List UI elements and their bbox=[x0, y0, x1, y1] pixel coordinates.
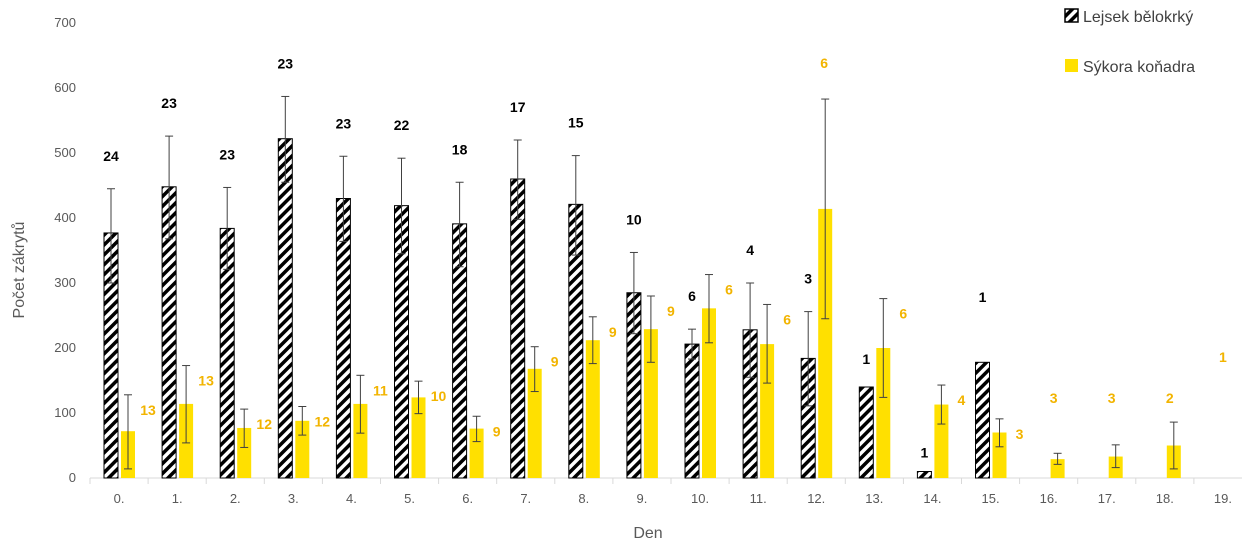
legend-swatch-sykora bbox=[1065, 59, 1078, 72]
x-tick-label: 4. bbox=[346, 491, 357, 506]
y-tick-label: 300 bbox=[54, 275, 76, 290]
data-label: 6 bbox=[783, 311, 791, 327]
bar-sykora bbox=[876, 348, 891, 478]
bar-sykora bbox=[992, 432, 1007, 478]
data-label: 9 bbox=[609, 324, 617, 340]
data-label: 6 bbox=[725, 282, 733, 298]
y-tick-label: 600 bbox=[54, 80, 76, 95]
data-label: 12 bbox=[315, 414, 331, 430]
y-tick-label: 100 bbox=[54, 405, 76, 420]
bar-lejsek bbox=[510, 178, 526, 479]
data-label: 11 bbox=[373, 382, 388, 398]
data-label: 12 bbox=[256, 416, 272, 432]
x-tick-label: 10. bbox=[691, 491, 709, 506]
y-tick-label: 0 bbox=[69, 470, 76, 485]
y-axis-title: Počet zákrytů bbox=[10, 222, 28, 319]
bar-lejsek bbox=[684, 343, 700, 479]
bar-sykora bbox=[353, 403, 368, 478]
x-tick-label: 7. bbox=[520, 491, 531, 506]
bar-sykora bbox=[469, 428, 484, 478]
data-label: 1 bbox=[979, 289, 987, 305]
bar-lejsek bbox=[277, 138, 293, 479]
data-label: 4 bbox=[958, 392, 966, 408]
data-label: 3 bbox=[1108, 390, 1116, 406]
x-tick-label: 9. bbox=[637, 491, 648, 506]
x-tick-label: 18. bbox=[1156, 491, 1174, 506]
bar-sykora bbox=[411, 397, 426, 478]
bar-sykora bbox=[934, 404, 949, 478]
x-tick-label: 17. bbox=[1098, 491, 1116, 506]
error-bars-group bbox=[107, 95, 1178, 470]
data-label: 23 bbox=[278, 55, 294, 71]
bar-sykora bbox=[818, 208, 833, 478]
x-tick-label: 11. bbox=[750, 491, 767, 506]
x-tick-label: 14. bbox=[923, 491, 941, 506]
bar-sykora bbox=[585, 340, 600, 478]
data-label: 23 bbox=[219, 146, 235, 162]
bar-sykora bbox=[702, 308, 716, 478]
bars-group bbox=[103, 138, 1181, 479]
x-tick-label: 13. bbox=[865, 491, 883, 506]
x-tick-label: 12. bbox=[807, 491, 825, 506]
data-label: 10 bbox=[431, 388, 447, 404]
data-label: 17 bbox=[510, 99, 526, 115]
bar-lejsek bbox=[858, 386, 874, 479]
x-tick-label: 19. bbox=[1214, 491, 1232, 506]
x-tick-label: 3. bbox=[288, 491, 299, 506]
data-label: 6 bbox=[688, 288, 696, 304]
bar-sykora bbox=[527, 368, 542, 478]
data-label: 3 bbox=[804, 271, 812, 287]
legend-swatch-lejsek bbox=[1064, 8, 1079, 23]
x-tick-label: 8. bbox=[578, 491, 589, 506]
data-label: 3 bbox=[1050, 390, 1058, 406]
data-label: 13 bbox=[140, 402, 156, 418]
data-label: 1 bbox=[1219, 349, 1227, 365]
x-tick-label: 2. bbox=[230, 491, 241, 506]
data-label: 13 bbox=[198, 373, 214, 389]
data-label: 9 bbox=[493, 423, 501, 439]
data-label: 6 bbox=[899, 306, 907, 322]
legend-label-sykora: Sýkora koňadra bbox=[1083, 59, 1195, 76]
data-label: 3 bbox=[1016, 426, 1024, 442]
data-label: 15 bbox=[568, 115, 584, 131]
data-label: 6 bbox=[820, 55, 828, 71]
data-label: 2 bbox=[1166, 390, 1174, 406]
data-label: 9 bbox=[667, 303, 675, 319]
data-label: 24 bbox=[103, 148, 119, 164]
data-label: 9 bbox=[551, 354, 559, 370]
data-label: 23 bbox=[336, 115, 352, 131]
data-label: 23 bbox=[161, 95, 177, 111]
x-tick-label: 15. bbox=[982, 491, 1000, 506]
x-axis-ticks: 0. 1. 2. 3. 4. 5. 6. 7. 8. 9. 10. 11. 12. 13. 14. 15. 16… bbox=[89, 478, 1232, 506]
x-tick-label: 5. bbox=[404, 491, 415, 506]
y-tick-label: 500 bbox=[54, 145, 76, 160]
bar-sykora bbox=[760, 344, 775, 478]
data-label: 18 bbox=[452, 141, 468, 157]
bar-sykora bbox=[237, 427, 252, 478]
bar-sykora bbox=[643, 329, 658, 478]
data-label: 1 bbox=[921, 445, 929, 461]
x-tick-label: 16. bbox=[1040, 491, 1058, 506]
legend-label-lejsek: Lejsek bělokrký bbox=[1083, 9, 1193, 26]
y-tick-label: 700 bbox=[54, 15, 76, 30]
bar-lejsek bbox=[975, 361, 990, 479]
data-label: 22 bbox=[394, 117, 410, 133]
data-label: 10 bbox=[626, 211, 642, 227]
data-label: 4 bbox=[746, 242, 754, 258]
x-tick-label: 1. bbox=[172, 491, 183, 506]
bar-lejsek bbox=[916, 471, 932, 479]
x-tick-label: 0. bbox=[114, 491, 125, 506]
x-tick-label: 6. bbox=[462, 491, 473, 506]
y-tick-label: 200 bbox=[54, 340, 76, 355]
y-tick-label: 400 bbox=[54, 210, 76, 225]
y-axis-ticks: 0 100 200 300 400 500 600 700 bbox=[54, 15, 76, 485]
x-axis-title: Den bbox=[633, 525, 662, 542]
data-label: 1 bbox=[862, 351, 870, 367]
legend: Lejsek bělokrký Sýkora koňadra bbox=[1064, 8, 1195, 76]
